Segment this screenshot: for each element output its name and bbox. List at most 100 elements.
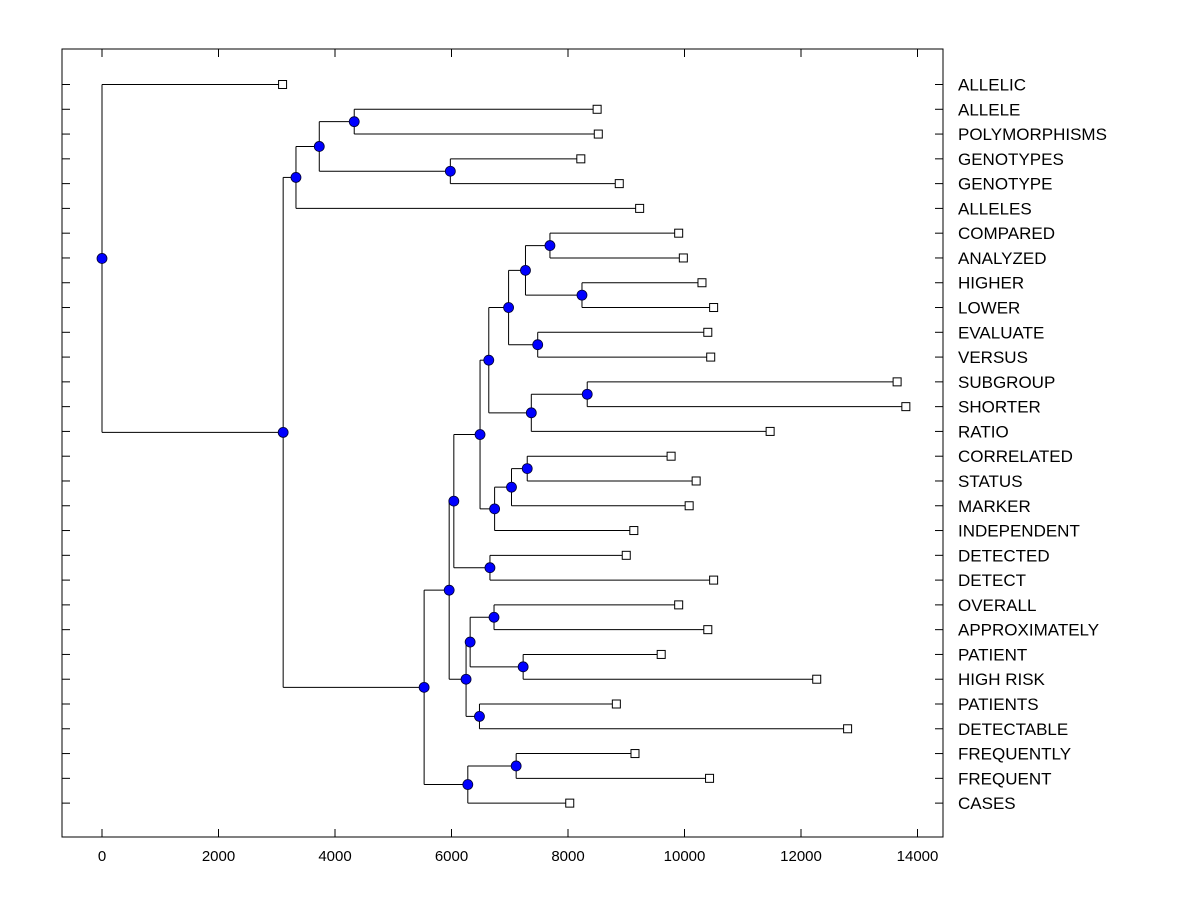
leaf-marker [593,129,603,139]
cluster-node [277,426,289,438]
leaf-marker [901,402,911,412]
leaf-label: APPROXIMATELY [958,621,1099,640]
leaf-label: PATIENT [958,645,1027,664]
leaf-label: FREQUENTLY [958,745,1071,764]
leaf-label: DETECTABLE [958,720,1068,739]
x-tick-label: 0 [98,848,106,865]
leaf-marker [703,625,713,635]
leaf-label: ALLELIC [958,76,1026,95]
leaf-label: HIGHER [958,274,1024,293]
leaf-label: CASES [958,794,1016,813]
leaf-marker [678,253,688,263]
cluster-node [96,253,108,264]
leaf-label: FREQUENT [958,769,1052,788]
leaf-label: DETECTED [958,546,1050,565]
leaf-label: OVERALL [958,596,1036,615]
leaf-marker [684,501,694,511]
cluster-node [448,495,460,507]
leaf-label: HIGH RISK [958,670,1046,689]
x-tick-label: 12000 [780,848,822,865]
leaf-label: INDEPENDENT [958,522,1080,541]
x-tick-label: 6000 [435,848,468,865]
leaf-label: GENOTYPE [958,175,1052,194]
cluster-node [443,584,455,596]
dendrogram-links [101,84,906,804]
leaf-label: SUBGROUP [958,373,1055,392]
leaf-marker [656,649,666,659]
leaf-marker [709,575,719,585]
cluster-node [484,562,496,574]
leaf-label: RATIO [958,422,1009,441]
cluster-node [460,673,472,685]
leaf-marker [592,104,602,114]
cluster-node [506,481,517,493]
leaf-label: ALLELE [958,100,1020,119]
leaf-label: COMPARED [958,224,1055,243]
leaf-label: MARKER [958,497,1031,516]
leaf-marker [565,798,575,808]
cluster-node [489,503,501,515]
cluster-node [521,463,533,474]
x-tick-label: 8000 [551,848,584,865]
x-tick-label: 14000 [897,848,939,865]
plot-frame [61,48,944,838]
leaf-label: LOWER [958,299,1020,318]
leaf-labels: ALLELIC ALLELE POLYMORPHISMS GENOTYPES GENOT… [958,76,1107,814]
leaf-marker [765,426,775,436]
leaf-label: PATIENTS [958,695,1039,714]
leaf-marker [666,451,676,461]
leaf-marker [621,550,631,560]
cluster-node [418,681,430,693]
leaf-marker [611,699,621,709]
leaf-label: GENOTYPES [958,150,1064,169]
leaf-marker [630,749,640,759]
leaf-markers [278,80,911,808]
x-tick-label: 10000 [664,848,706,865]
leaf-marker [674,228,684,238]
leaf-marker [674,600,684,610]
cluster-node [348,116,360,128]
cluster-node [544,240,556,251]
leaf-marker [705,773,715,783]
cluster-node [290,172,302,183]
leaf-marker [629,526,639,536]
cluster-node [576,289,588,301]
leaf-marker [709,303,719,313]
node-markers [96,116,593,790]
cluster-node [503,302,514,313]
leaf-label: ANALYZED [958,249,1047,268]
cluster-node [520,264,531,276]
cluster-node [444,165,456,177]
cluster-node [313,141,325,152]
leaf-marker [614,179,624,189]
cluster-node [510,760,522,772]
leaf-marker [691,476,701,486]
leaf-label: STATUS [958,472,1023,491]
leaf-marker [697,278,707,288]
leaf-marker [576,154,586,164]
axis-ticks [62,49,943,837]
leaf-marker [812,674,822,684]
x-tick-label: 4000 [318,848,351,865]
leaf-label: SHORTER [958,398,1041,417]
leaf-marker [635,203,645,213]
cluster-node [525,407,537,419]
cluster-node [464,636,476,648]
x-axis-tick-labels: 0 2000 4000 6000 8000 10000 12000 14000 [98,848,939,865]
leaf-label: ALLELES [958,199,1032,218]
x-tick-label: 2000 [202,848,235,865]
cluster-node [488,611,500,623]
cluster-node [462,779,474,790]
cluster-node [474,710,485,722]
leaf-marker [278,80,288,89]
leaf-marker [703,327,713,337]
cluster-node [532,339,544,351]
leaf-label: VERSUS [958,348,1028,367]
cluster-node [581,388,593,400]
leaf-label: EVALUATE [958,323,1044,342]
leaf-marker [892,377,902,387]
leaf-marker [706,352,716,362]
cluster-node [483,354,495,366]
leaf-label: DETECT [958,571,1026,590]
